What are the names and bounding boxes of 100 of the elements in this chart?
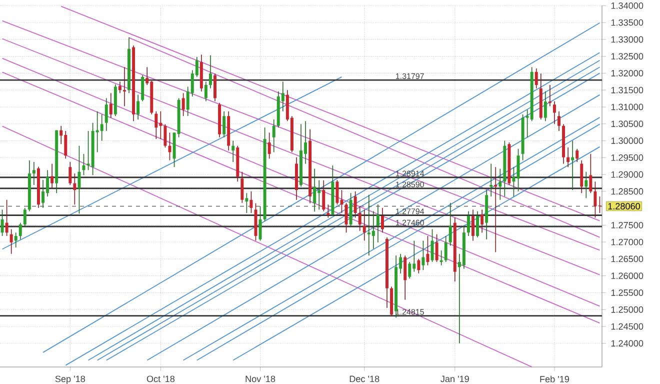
candlestick <box>326 204 330 218</box>
x-tick-label: Oct '18 <box>146 376 175 382</box>
candlestick <box>558 110 560 132</box>
y-tick-label: 1.24500 <box>611 323 644 330</box>
y-tick-label: 1.33500 <box>611 19 644 26</box>
candlestick <box>544 91 547 122</box>
candlestick <box>250 190 253 214</box>
x-tick-label: Nov '18 <box>246 376 276 382</box>
candlestick <box>552 100 556 125</box>
candlestick <box>5 199 8 236</box>
y-tick-label: 1.31000 <box>611 104 644 110</box>
candlestick <box>182 92 185 116</box>
candlestick <box>141 74 144 102</box>
candlestick <box>584 171 588 199</box>
candlestick <box>426 236 430 266</box>
y-tick-label: 1.30500 <box>611 120 644 128</box>
candlestick <box>18 222 22 240</box>
candlestick <box>32 162 36 186</box>
candlestick <box>448 202 452 246</box>
candlestick <box>498 168 502 200</box>
candlestick <box>268 132 271 160</box>
x-tick-label: Dec '18 <box>350 376 380 382</box>
candlestick <box>136 94 140 120</box>
candlestick <box>512 166 516 197</box>
candlestick <box>571 140 574 190</box>
candlestick <box>208 54 212 89</box>
candlestick <box>10 228 13 254</box>
y-tick-label: 1.34000 <box>611 2 644 9</box>
candlestick <box>313 168 316 212</box>
candlestick <box>494 166 498 253</box>
y-tick-label: 1.29500 <box>611 154 644 161</box>
candlestick <box>14 232 18 248</box>
candlestick <box>336 180 339 205</box>
candlestick <box>408 262 412 279</box>
candlestick <box>100 114 104 142</box>
y-tick-label: 1.27500 <box>611 222 644 228</box>
ref-line-label: 1.28060 <box>608 203 640 210</box>
candlestick <box>490 163 493 197</box>
candlestick <box>68 162 72 186</box>
x-tick-label: Feb '19 <box>540 376 570 382</box>
candlestick <box>430 228 434 262</box>
candlestick <box>344 202 348 233</box>
candlestick <box>214 73 216 102</box>
candlestick <box>580 160 584 194</box>
candlestick <box>516 148 520 192</box>
candlestick <box>258 206 262 242</box>
candlestick <box>417 258 420 274</box>
y-tick-label: 1.26500 <box>611 256 644 262</box>
candlestick <box>122 66 126 107</box>
candlestick <box>240 171 244 204</box>
candlestick <box>164 124 167 148</box>
candlestick <box>104 98 108 132</box>
y-tick-label: 1.32000 <box>611 70 644 76</box>
candlestick <box>50 163 54 189</box>
candlestick <box>362 209 366 242</box>
candlestick <box>354 190 357 218</box>
candlestick <box>168 132 172 161</box>
candlestick <box>322 180 326 212</box>
x-tick-label: Sep '18 <box>55 376 86 384</box>
candlestick <box>73 173 76 205</box>
candlestick <box>594 181 597 218</box>
candlestick <box>118 81 122 94</box>
y-tick-label: 1.32500 <box>611 53 644 60</box>
candlestick <box>154 110 158 140</box>
candlestick <box>444 236 448 262</box>
candlestick <box>0 209 4 236</box>
y-tick-label: 1.33000 <box>611 36 644 43</box>
candlestick <box>589 154 592 194</box>
candlestick <box>476 210 480 238</box>
y-tick-label: 1.29000 <box>611 171 644 178</box>
y-tick-label: 1.24000 <box>611 340 644 347</box>
candlestick <box>480 209 484 233</box>
candlestick <box>376 204 380 243</box>
candlestick <box>435 234 438 262</box>
candlestick <box>372 210 375 250</box>
candlestick <box>548 84 552 107</box>
y-tick-label: 1.25000 <box>611 306 644 313</box>
candlestick <box>204 81 208 102</box>
candlestick <box>232 140 235 162</box>
candlestick <box>380 208 384 233</box>
candlestick <box>576 148 579 162</box>
candlestick <box>566 147 570 168</box>
candlestick <box>422 240 425 270</box>
candlestick <box>440 250 443 266</box>
candlestick <box>78 145 81 214</box>
y-tick-label: 1.28500 <box>611 188 644 195</box>
candlestick <box>534 68 538 89</box>
candlestick <box>472 209 474 242</box>
y-tick-label: 1.31500 <box>611 86 644 94</box>
candlestick <box>109 92 112 118</box>
candlestick <box>404 255 407 300</box>
candlestick <box>222 110 226 138</box>
candlestick <box>466 210 470 236</box>
y-tick-label: 1.26000 <box>611 272 644 280</box>
candlestick <box>272 119 276 153</box>
y-tick-label: 1.30000 <box>611 138 644 144</box>
y-tick-label: 1.27000 <box>611 238 644 246</box>
ref-line-label: 1.31797 <box>396 73 424 79</box>
candlestick <box>245 192 248 214</box>
x-tick-label: Jan '19 <box>440 376 469 382</box>
